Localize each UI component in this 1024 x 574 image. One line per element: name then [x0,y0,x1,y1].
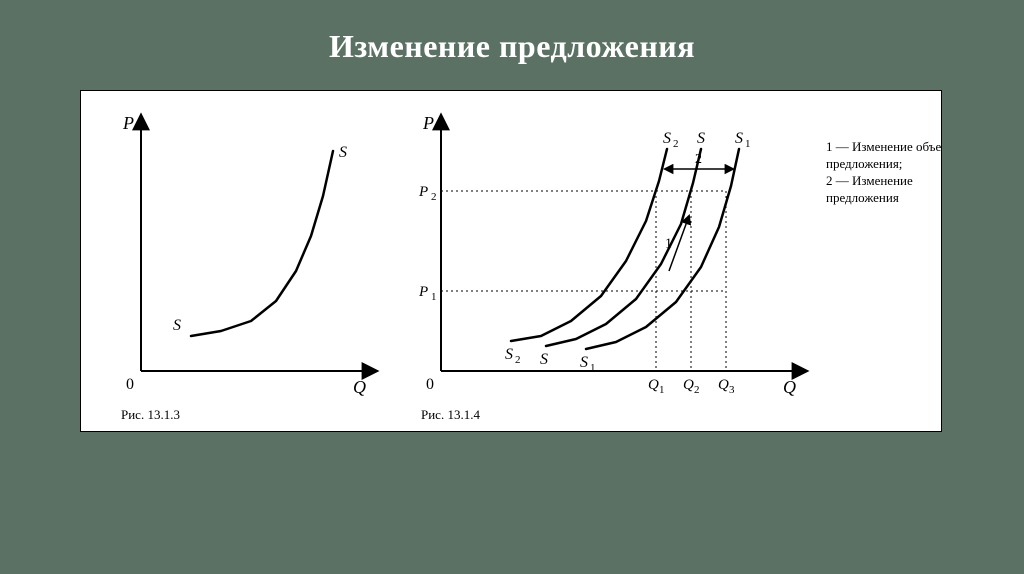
svg-text:Q: Q [353,377,366,397]
svg-text:S: S [735,130,743,147]
svg-text:1: 1 [590,362,596,374]
svg-text:1: 1 [745,138,751,150]
svg-text:1 — Изменение объема: 1 — Изменение объема [826,139,941,154]
svg-text:1: 1 [665,237,672,252]
svg-text:S: S [663,130,671,147]
svg-text:Рис. 13.1.3: Рис. 13.1.3 [121,407,180,422]
svg-text:P: P [122,113,134,133]
svg-text:Рис. 13.1.4: Рис. 13.1.4 [421,407,480,422]
svg-text:S: S [339,144,347,161]
svg-text:S: S [505,346,513,363]
svg-text:S: S [697,130,705,147]
svg-text:S: S [173,317,181,334]
svg-text:Q: Q [683,377,694,393]
svg-text:2 — Изменение: 2 — Изменение [826,173,913,188]
svg-text:0: 0 [126,376,134,393]
svg-text:Q: Q [718,377,729,393]
svg-text:предложения;: предложения; [826,156,902,171]
svg-text:P: P [422,113,434,133]
charts-svg: PQ0SSРис. 13.1.3PQ0P1P2Q1Q2Q3S2S2SSS1S11… [81,91,941,431]
svg-text:1: 1 [431,291,437,303]
svg-text:Q: Q [783,377,796,397]
chart-left: P Q 0 S S Рис. 13.1.3 [121,113,376,422]
svg-text:P: P [418,184,428,200]
svg-text:Q: Q [648,377,659,393]
chart-panel: PQ0SSРис. 13.1.3PQ0P1P2Q1Q2Q3S2S2SSS1S11… [80,90,942,432]
svg-text:2: 2 [695,152,702,167]
svg-text:P: P [418,284,428,300]
slide-title: Изменение предложения [0,0,1024,65]
svg-text:0: 0 [426,376,434,393]
svg-text:2: 2 [694,384,700,396]
svg-text:2: 2 [431,191,437,203]
svg-text:предложения: предложения [826,190,899,205]
svg-text:3: 3 [729,384,735,396]
svg-text:S: S [580,354,588,371]
svg-text:2: 2 [673,138,679,150]
svg-text:2: 2 [515,354,521,366]
chart-right: PQ0P1P2Q1Q2Q3S2S2SSS1S1121 — Изменение о… [418,113,941,422]
svg-text:S: S [540,351,548,368]
svg-text:1: 1 [659,384,665,396]
